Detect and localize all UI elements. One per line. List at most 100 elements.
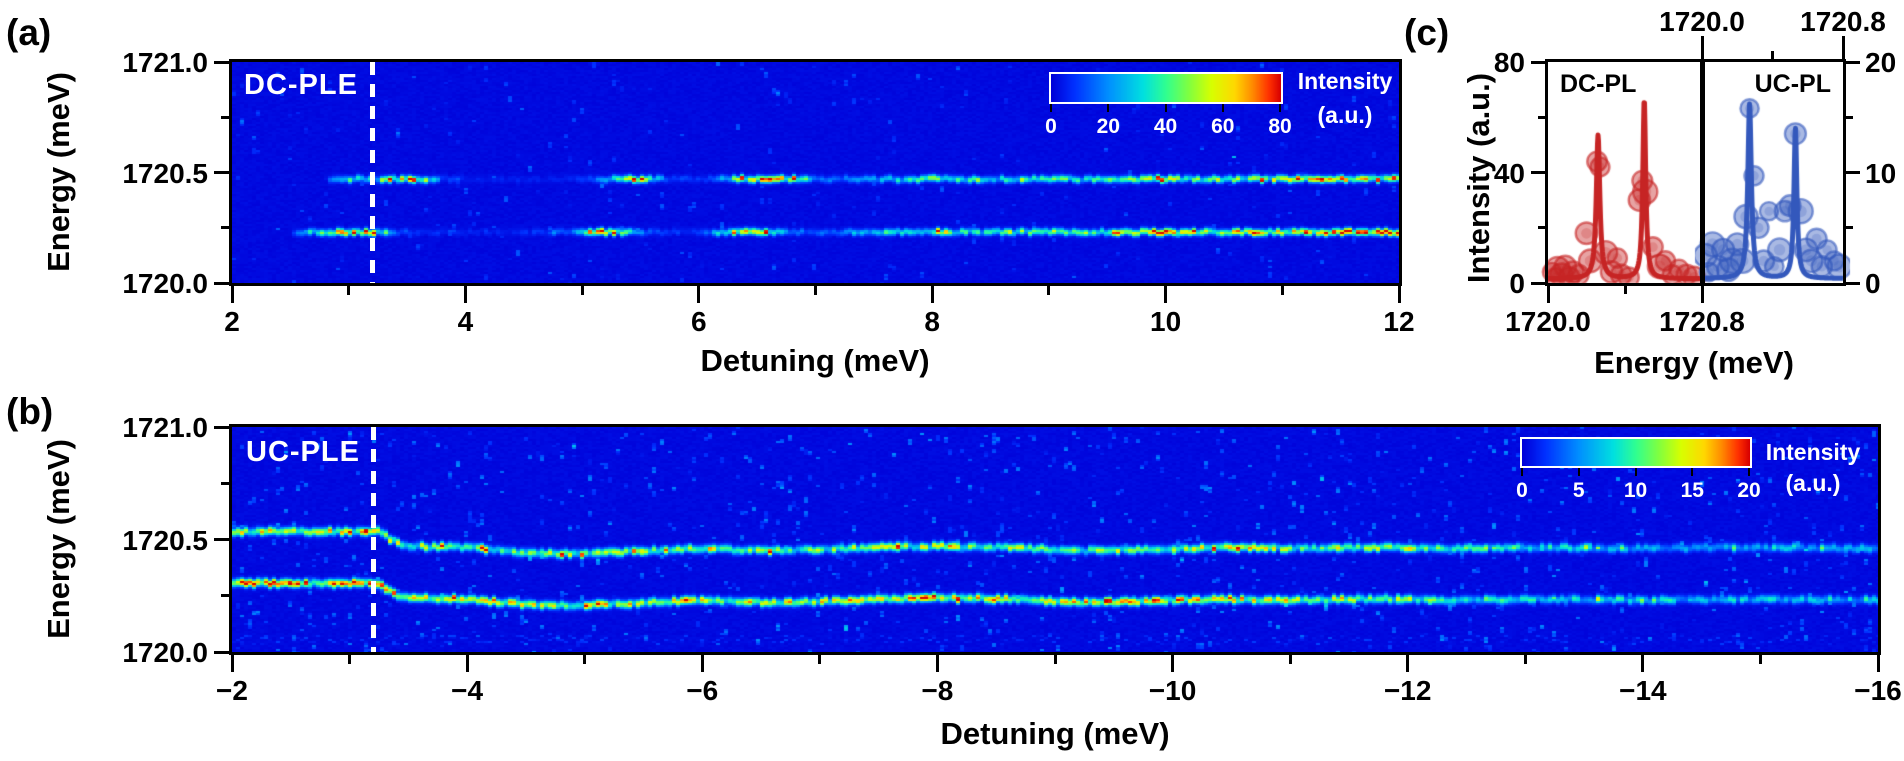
panel-a-y-major-tick bbox=[214, 171, 232, 174]
panel-a-x-minor-tick bbox=[580, 283, 584, 295]
panel-b-x-major-tick bbox=[1876, 652, 1880, 672]
panel-b-colorbar-tick-label: 5 bbox=[1572, 479, 1585, 502]
panel-b-x-minor-tick bbox=[1053, 652, 1057, 664]
panel-a-x-minor-tick bbox=[347, 283, 351, 295]
panel-b-inset-label: UC-PLE bbox=[246, 436, 360, 468]
panel-c-left-y-tick-label: 40 bbox=[1493, 157, 1525, 189]
panel-a-colorbar-gradient bbox=[1051, 74, 1281, 102]
panel-b-x-tick-label: −8 bbox=[921, 675, 954, 706]
panel-a-y-tick-label: 1720.5 bbox=[122, 157, 208, 189]
panel-b-y-minor-tick bbox=[221, 594, 232, 598]
panel-a-x-minor-tick bbox=[1280, 283, 1284, 295]
panel-a-y-axis-title: Energy (meV) bbox=[41, 72, 76, 272]
panel-b-colorbar-tick-label: 0 bbox=[1516, 479, 1528, 502]
panel-b-x-tick-label: −4 bbox=[451, 675, 484, 706]
panel-a-colorbar-tick-label: 20 bbox=[1096, 115, 1120, 138]
panel-b-colorbar-gradient bbox=[1522, 439, 1750, 466]
panel-b-y-minor-tick bbox=[221, 481, 232, 485]
panel-a-colorbar-tick-label: 60 bbox=[1211, 115, 1235, 138]
panel-a-x-major-tick bbox=[230, 283, 234, 303]
panel-a-colorbar-tick bbox=[1279, 104, 1281, 112]
panel-b-x-minor-tick bbox=[1288, 652, 1292, 664]
panel-a-y-tick-label: 1721.0 bbox=[122, 47, 208, 78]
panel-b-x-tick-label: −14 bbox=[1619, 675, 1667, 706]
panel-a-x-tick-label: 12 bbox=[1383, 306, 1415, 337]
panel-c-left-y-tick-label: 80 bbox=[1493, 47, 1525, 78]
panel-a-colorbar-tick-label: 0 bbox=[1045, 115, 1057, 138]
panel-b-y-major-tick bbox=[214, 538, 232, 541]
panel-a-y-minor-tick bbox=[221, 115, 232, 119]
panel-b-colorbar-tick-label: 15 bbox=[1680, 479, 1704, 502]
panel-a-colorbar-tick bbox=[1164, 104, 1167, 112]
panel-c-letter: (c) bbox=[1404, 12, 1450, 53]
panel-a-x-tick-label: 2 bbox=[224, 306, 240, 337]
panel-a-colorbar-tick bbox=[1107, 104, 1110, 112]
panel-a-letter: (a) bbox=[6, 12, 52, 53]
panel-a-colorbar-tick bbox=[1221, 104, 1224, 112]
panel-b-x-tick-label: −12 bbox=[1383, 675, 1432, 706]
panel-a-laser-dashed-line bbox=[369, 62, 375, 283]
pl-spectra-plot bbox=[1535, 55, 1875, 300]
panel-c-top-x-tick-label: 1720.8 bbox=[1800, 6, 1886, 37]
panel-a-x-tick-label: 8 bbox=[924, 306, 940, 337]
panel-b-x-minor-tick bbox=[348, 652, 352, 664]
panel-b-y-tick-label: 1720.5 bbox=[122, 524, 208, 556]
panel-b-colorbar-tick bbox=[1634, 468, 1637, 476]
panel-b-laser-dashed-line bbox=[370, 427, 376, 652]
panel-b-x-major-tick bbox=[1641, 652, 1645, 672]
colorbar-a-title-line1: Intensity bbox=[1297, 68, 1393, 94]
panel-c-bottom-x-tick-label: 1720.0 bbox=[1505, 306, 1591, 337]
panel-a-x-minor-tick bbox=[1047, 283, 1051, 295]
panel-b-x-tick-label: −6 bbox=[686, 675, 719, 706]
panel-b-x-minor-tick bbox=[818, 652, 822, 664]
panel-b-colorbar-tick bbox=[1521, 468, 1523, 476]
panel-b-colorbar-tick-label: 10 bbox=[1623, 479, 1648, 502]
panel-a-colorbar-tick-label: 80 bbox=[1268, 115, 1292, 138]
panel-b-y-major-tick bbox=[214, 650, 232, 654]
panel-a-y-major-tick bbox=[214, 60, 232, 64]
panel-a-x-axis-title: Detuning (meV) bbox=[700, 343, 930, 378]
panel-b-x-major-tick bbox=[1171, 652, 1175, 672]
panel-a-x-minor-tick bbox=[814, 283, 817, 295]
panel-b-x-major-tick bbox=[1406, 652, 1410, 672]
panel-a-y-major-tick bbox=[214, 281, 232, 285]
panel-a-x-major-tick bbox=[697, 283, 701, 303]
panel-b-x-major-tick bbox=[465, 652, 469, 672]
panel-b-x-major-tick bbox=[700, 652, 704, 672]
panel-c-bottom-x-tick-label: 1720.8 bbox=[1659, 306, 1745, 337]
panel-a-x-major-tick bbox=[463, 283, 467, 303]
panel-b-x-major-tick bbox=[935, 652, 939, 672]
panel-b-letter: (b) bbox=[6, 391, 54, 432]
panel-a-colorbar bbox=[1049, 72, 1283, 104]
panel-b-x-tick-label: −2 bbox=[216, 675, 248, 706]
panel-c-top-x-major-tick bbox=[1700, 36, 1704, 62]
panel-b-y-tick-label: 1720.0 bbox=[122, 637, 208, 668]
colorbar-b-title-line2: (a.u.) bbox=[1785, 470, 1841, 496]
panel-a-y-minor-tick bbox=[221, 226, 232, 230]
panel-a-colorbar-tick-label: 40 bbox=[1153, 115, 1178, 138]
panel-b-colorbar-tick bbox=[1691, 468, 1694, 476]
panel-b-x-tick-label: −16 bbox=[1854, 675, 1902, 706]
panel-c-top-x-tick-label: 1720.0 bbox=[1659, 6, 1745, 37]
panel-b-y-major-tick bbox=[214, 425, 232, 429]
panel-a-colorbar-tick bbox=[1050, 104, 1052, 112]
colorbar-b-title-line1: Intensity bbox=[1765, 439, 1861, 465]
panel-a-x-major-tick bbox=[1164, 283, 1168, 303]
panel-a-x-tick-label: 6 bbox=[691, 306, 707, 337]
panel-c-left-y-tick-label: 0 bbox=[1509, 268, 1525, 299]
panel-b-x-minor-tick bbox=[583, 652, 587, 664]
panel-a-y-tick-label: 1720.0 bbox=[122, 268, 208, 299]
panel-a-x-major-tick bbox=[930, 283, 934, 303]
panel-b-colorbar-tick bbox=[1577, 468, 1580, 476]
panel-b-colorbar-tick-label: 20 bbox=[1737, 479, 1761, 502]
panel-b-x-major-tick bbox=[230, 652, 234, 672]
panel-b-x-tick-label: −10 bbox=[1148, 675, 1197, 706]
panel-a-x-tick-label: 10 bbox=[1150, 306, 1182, 337]
panel-c-top-x-major-tick bbox=[1841, 36, 1845, 62]
panel-b-colorbar-tick bbox=[1748, 468, 1750, 476]
panel-a-x-tick-label: 4 bbox=[457, 306, 474, 337]
panel-b-y-axis-title: Energy (meV) bbox=[41, 439, 76, 639]
panel-a-x-major-tick bbox=[1397, 283, 1401, 303]
panel-b-x-minor-tick bbox=[1523, 652, 1527, 664]
